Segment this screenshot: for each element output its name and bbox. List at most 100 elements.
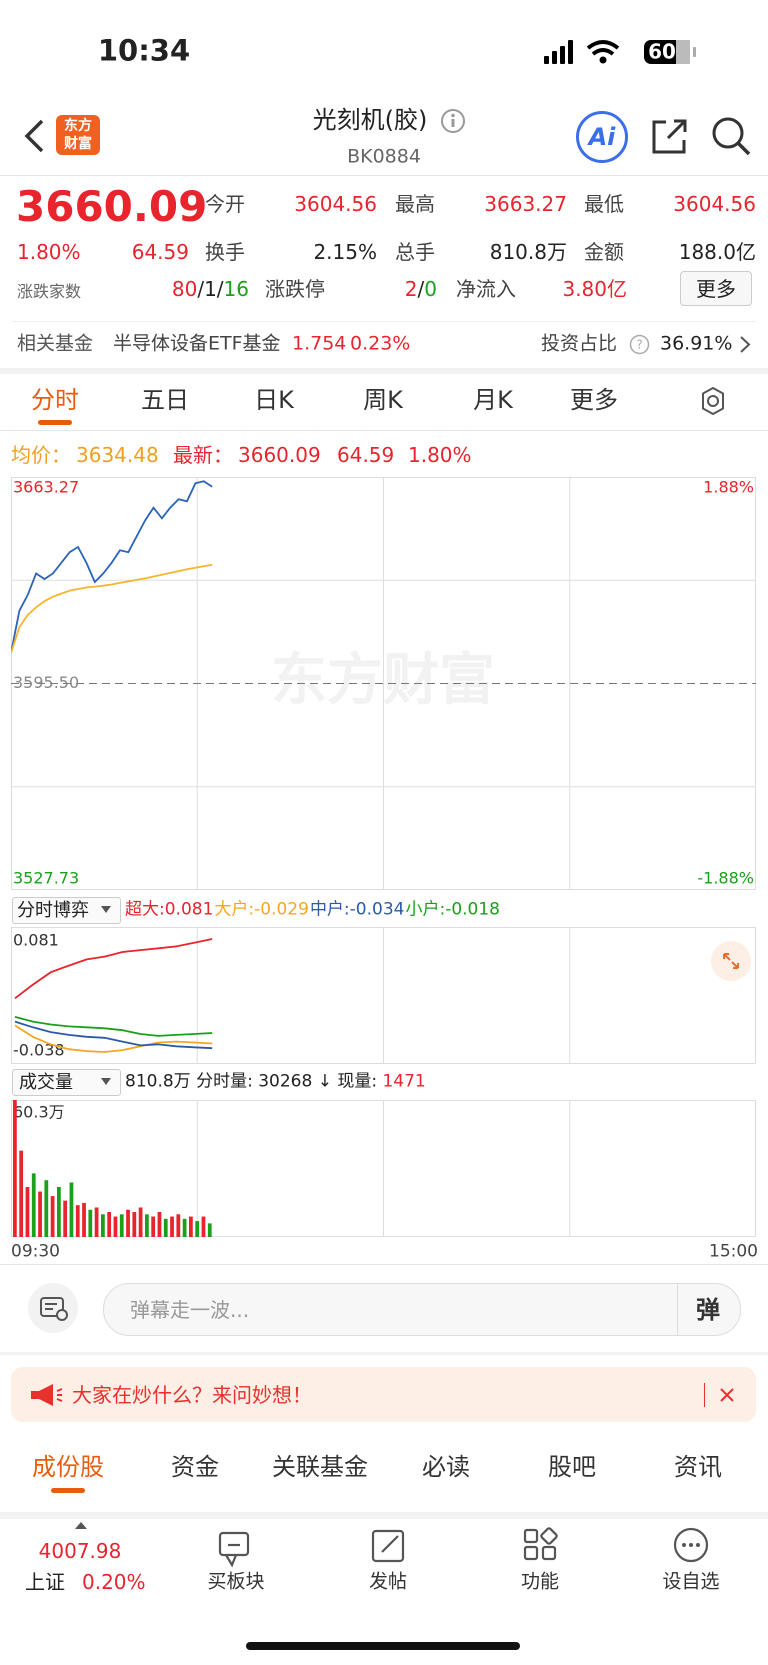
- separator: /: [216, 277, 224, 301]
- content-tab[interactable]: 必读: [422, 1453, 470, 1481]
- volume-bar: [31, 1173, 36, 1237]
- settings-button[interactable]: [698, 386, 728, 416]
- volume-bar: [82, 1202, 86, 1237]
- dock-item[interactable]: 买板块: [207, 1570, 265, 1593]
- unchanged: 1: [204, 277, 217, 301]
- content-tab[interactable]: 关联基金: [272, 1453, 368, 1481]
- board-code: BK0884: [347, 145, 421, 168]
- volume-chart: 60.3万: [11, 1100, 756, 1237]
- field-label: 今开: [205, 192, 245, 216]
- more-button[interactable]: 更多: [680, 271, 752, 306]
- volume-bar: [63, 1200, 68, 1237]
- chart-tab[interactable]: 周K: [363, 386, 403, 414]
- separator: [0, 1512, 768, 1519]
- logo-text: 财富: [64, 136, 92, 152]
- volume-bar: [75, 1205, 80, 1237]
- change-amount: 64.59: [131, 240, 189, 264]
- current-label: 现量:: [337, 1071, 378, 1092]
- chart-tab[interactable]: 日K: [254, 386, 294, 414]
- y2-tick-label: -1.88%: [697, 869, 754, 888]
- divider: [12, 321, 756, 322]
- chart-tab[interactable]: 更多: [570, 386, 618, 414]
- dock-item[interactable]: 功能: [520, 1570, 560, 1593]
- volume-bar: [189, 1216, 193, 1237]
- share-button[interactable]: [650, 116, 690, 156]
- chart-tab[interactable]: 月K: [473, 386, 513, 414]
- separator: [0, 368, 768, 374]
- content-tab[interactable]: 股吧: [548, 1453, 596, 1481]
- change-percent: 1.80%: [17, 240, 81, 264]
- separator: [0, 1352, 768, 1355]
- limit: 2/0: [405, 279, 437, 299]
- index-value: 4007.98: [38, 1539, 122, 1563]
- help-icon[interactable]: ?: [629, 334, 650, 355]
- content-tab[interactable]: 资金: [171, 1453, 219, 1481]
- back-button[interactable]: [20, 118, 50, 154]
- search-button[interactable]: [710, 115, 754, 159]
- inflow-label: 净流入: [456, 277, 516, 301]
- limit-down: 0: [424, 277, 437, 301]
- volume-summary: 810.8万 分时量: 30268 ↓ 现量: 1471: [125, 1071, 426, 1092]
- y-tick-label: 3595.50: [13, 673, 79, 692]
- ai-button[interactable]: Ai: [576, 111, 628, 163]
- line-series: [14, 1016, 213, 1037]
- legend-entry: 超大:0.081: [125, 899, 214, 920]
- line-series: [14, 1020, 213, 1050]
- volume-bar: [107, 1212, 112, 1237]
- comment-settings[interactable]: [27, 1282, 79, 1334]
- total-volume: 810.8万: [125, 1071, 191, 1092]
- line-series: [14, 938, 213, 1000]
- field-value: 2.15%: [313, 240, 377, 264]
- field-value: 3604.56: [673, 192, 756, 216]
- chart-tab[interactable]: 分时: [31, 386, 79, 414]
- battery-level: 60: [648, 40, 676, 64]
- banner[interactable]: 大家在炒什么？来问妙想！: [11, 1367, 756, 1422]
- comment-input[interactable]: 弹幕走一波... 弹: [103, 1283, 741, 1336]
- tab-indicator: [38, 420, 72, 425]
- breadth: 80/1/16: [172, 279, 249, 299]
- volume-bar: [101, 1214, 105, 1237]
- limit-label: 涨跌停: [265, 277, 325, 301]
- svg-text:?: ?: [636, 338, 642, 352]
- y-tick-label: 0.081: [13, 931, 59, 950]
- x-tick-label: 09:30: [11, 1241, 60, 1262]
- content-tab[interactable]: 资讯: [674, 1453, 722, 1481]
- legend-entry: 中户:-0.034: [309, 899, 405, 920]
- volume-bar: [132, 1212, 137, 1237]
- dock-item[interactable]: 设自选: [662, 1570, 720, 1593]
- content-tab[interactable]: 成份股: [32, 1453, 104, 1481]
- volume-bar: [145, 1214, 149, 1237]
- index-name: 上证: [25, 1570, 65, 1594]
- volume-bar: [44, 1180, 49, 1237]
- dock-item[interactable]: 发帖: [368, 1570, 408, 1593]
- advancers: 80: [171, 277, 198, 301]
- flow-selector[interactable]: 分时博弈: [12, 897, 121, 924]
- volume-bar: [19, 1150, 24, 1237]
- index-change: 0.20%: [82, 1570, 146, 1594]
- volume-bar: [57, 1187, 61, 1237]
- fund-change: 0.23%: [350, 332, 411, 355]
- volume-bar: [38, 1191, 42, 1237]
- volume-bar: [182, 1218, 187, 1237]
- limit-up: 2: [404, 277, 418, 301]
- placeholder: 弹幕走一波...: [130, 1298, 250, 1322]
- volume-selector[interactable]: 成交量: [12, 1069, 121, 1096]
- chevron[interactable]: [738, 334, 752, 355]
- selector-label: 分时博弈: [17, 900, 89, 921]
- volume-bar: [126, 1209, 130, 1237]
- y2-tick-label: 1.88%: [703, 478, 754, 497]
- legend-entry: 小户:-0.018: [405, 899, 500, 920]
- last-price: 3660.09: [16, 182, 208, 231]
- up-arrow: [75, 1522, 87, 1529]
- chart-tab[interactable]: 五日: [141, 386, 189, 414]
- info-icon[interactable]: [440, 108, 466, 134]
- expand-button[interactable]: [710, 940, 752, 982]
- banner-text: 大家在炒什么？来问妙想！: [72, 1383, 312, 1407]
- line-series: [11, 480, 213, 654]
- field-label: 最高: [395, 192, 435, 216]
- fund-label: 相关基金: [17, 332, 94, 355]
- close-banner[interactable]: [719, 1387, 735, 1403]
- barrage-button[interactable]: 弹: [696, 1296, 720, 1324]
- y-tick-label: 3663.27: [13, 478, 79, 497]
